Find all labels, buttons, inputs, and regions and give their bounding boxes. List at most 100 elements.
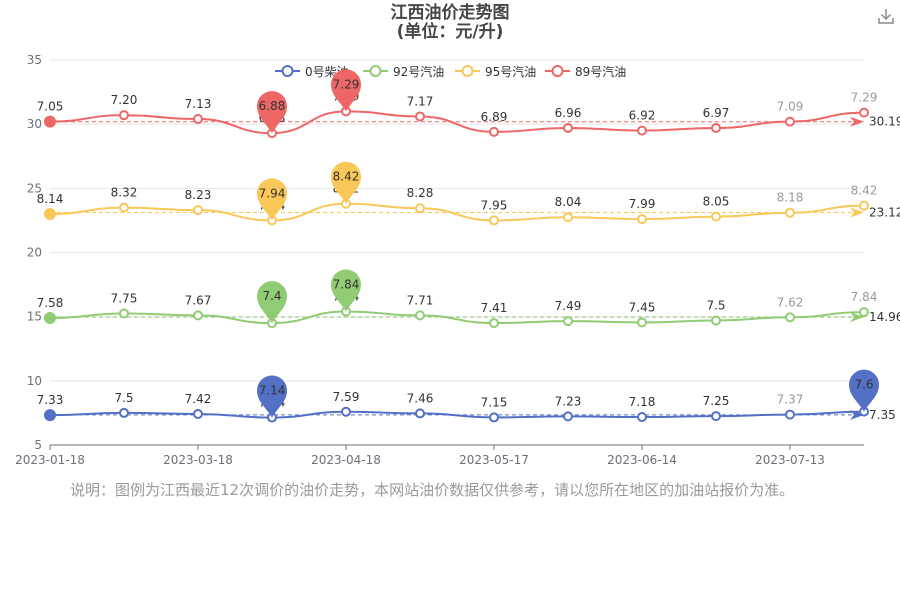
data-point xyxy=(341,406,351,417)
data-point xyxy=(489,318,499,329)
data-point xyxy=(563,411,573,422)
y-tick-label: 25 xyxy=(27,181,42,195)
series-line xyxy=(49,410,865,419)
data-label: 7.59 xyxy=(333,390,360,404)
legend-marker xyxy=(461,65,474,77)
chart-title: 江西油价走势图 xyxy=(390,3,510,23)
pin-label: 8.42 xyxy=(333,170,360,184)
data-label: 7.45 xyxy=(629,300,656,314)
data-point xyxy=(489,126,499,137)
data-label: 7.17 xyxy=(407,94,434,108)
pin-shape xyxy=(331,269,361,312)
max-marker: 7.84 xyxy=(331,269,361,312)
x-tick-label: 2023-01-18 xyxy=(15,453,85,467)
x-tick-label: 2023-04-18 xyxy=(311,453,381,467)
legend-item-1[interactable]: 92号汽油 xyxy=(393,64,444,79)
data-point xyxy=(193,114,203,125)
data-point xyxy=(415,111,425,122)
chart-title-block: 江西油价走势图 (单位：元/升) xyxy=(0,4,900,42)
data-label: 7.84 xyxy=(851,290,878,304)
data-label: 7.13 xyxy=(185,97,212,111)
legend-item-3[interactable]: 89号汽油 xyxy=(575,64,626,79)
footnote: 说明：图例为江西最近12次调价的油价走势，本网站油价数据仅供参考，请以您所在地区… xyxy=(70,481,795,499)
data-point xyxy=(711,411,721,422)
data-label: 8.28 xyxy=(407,186,434,200)
data-point xyxy=(193,408,203,419)
data-point xyxy=(711,315,721,326)
data-point xyxy=(119,407,129,418)
data-point xyxy=(859,200,869,211)
y-tick-label: 5 xyxy=(34,438,42,452)
data-point xyxy=(44,208,56,220)
data-point xyxy=(859,107,869,118)
data-label: 8.18 xyxy=(777,191,804,205)
pin-shape xyxy=(257,375,287,418)
data-point xyxy=(785,312,795,323)
data-label: 7.20 xyxy=(111,93,138,107)
average-label: 23.12 xyxy=(869,205,900,219)
data-label: 8.32 xyxy=(111,186,138,200)
data-label: 6.96 xyxy=(555,106,582,120)
data-point xyxy=(44,409,56,422)
data-point xyxy=(415,203,425,214)
data-point xyxy=(785,116,795,127)
max-marker: 8.42 xyxy=(331,161,361,204)
pin-label: 7.4 xyxy=(262,289,281,303)
data-point xyxy=(489,412,499,423)
data-label: 7.75 xyxy=(111,291,138,305)
average-arrow xyxy=(850,312,864,323)
data-label: 7.49 xyxy=(555,299,582,313)
min-marker: 7.94 xyxy=(257,178,287,221)
legend-item-2[interactable]: 95号汽油 xyxy=(485,64,536,79)
data-point xyxy=(711,123,721,134)
download-icon[interactable] xyxy=(876,6,896,26)
pin-label: 7.14 xyxy=(259,384,286,398)
data-point xyxy=(415,310,425,321)
data-label: 7.05 xyxy=(37,100,64,114)
data-point xyxy=(563,123,573,134)
data-label: 7.71 xyxy=(407,293,434,307)
data-point xyxy=(637,125,647,136)
data-point xyxy=(859,307,869,318)
data-label: 7.18 xyxy=(629,395,656,409)
x-tick-label: 2023-06-14 xyxy=(607,453,677,467)
data-label: 7.33 xyxy=(37,393,64,407)
data-point xyxy=(489,215,499,226)
min-marker: 6.88 xyxy=(257,91,287,134)
average-label: 7.35 xyxy=(869,408,896,422)
data-label: 7.95 xyxy=(481,198,508,212)
x-tick-label: 2023-05-17 xyxy=(459,453,529,467)
data-point xyxy=(119,308,129,319)
data-point xyxy=(415,408,425,419)
pin-shape xyxy=(331,69,361,112)
data-point xyxy=(44,115,56,128)
data-label: 7.41 xyxy=(481,301,508,315)
pin-shape xyxy=(331,161,361,204)
data-label: 7.67 xyxy=(185,293,212,307)
data-label: 8.23 xyxy=(185,188,212,202)
data-label: 7.5 xyxy=(706,299,725,313)
data-label: 7.42 xyxy=(185,392,212,406)
data-point xyxy=(563,212,573,223)
data-point xyxy=(637,412,647,423)
series-line xyxy=(49,110,865,135)
pin-label: 7.6 xyxy=(854,378,873,392)
data-label: 8.04 xyxy=(555,195,582,209)
data-point xyxy=(44,311,56,324)
y-tick-label: 15 xyxy=(27,310,42,324)
data-label: 7.09 xyxy=(777,100,804,114)
data-label: 8.05 xyxy=(703,195,730,209)
data-point xyxy=(119,202,129,213)
pin-shape xyxy=(849,369,879,412)
pin-shape xyxy=(257,91,287,134)
legend[interactable]: 0号柴油 92号汽油 95号汽油 89号汽油 xyxy=(275,64,626,79)
data-point xyxy=(637,317,647,328)
data-label: 7.99 xyxy=(629,197,656,211)
min-marker: 7.4 xyxy=(257,281,287,324)
average-arrow xyxy=(850,207,864,218)
y-tick-label: 20 xyxy=(27,246,42,260)
y-tick-label: 10 xyxy=(27,374,42,388)
data-label: 8.42 xyxy=(851,184,878,198)
min-marker: 7.14 xyxy=(257,375,287,418)
